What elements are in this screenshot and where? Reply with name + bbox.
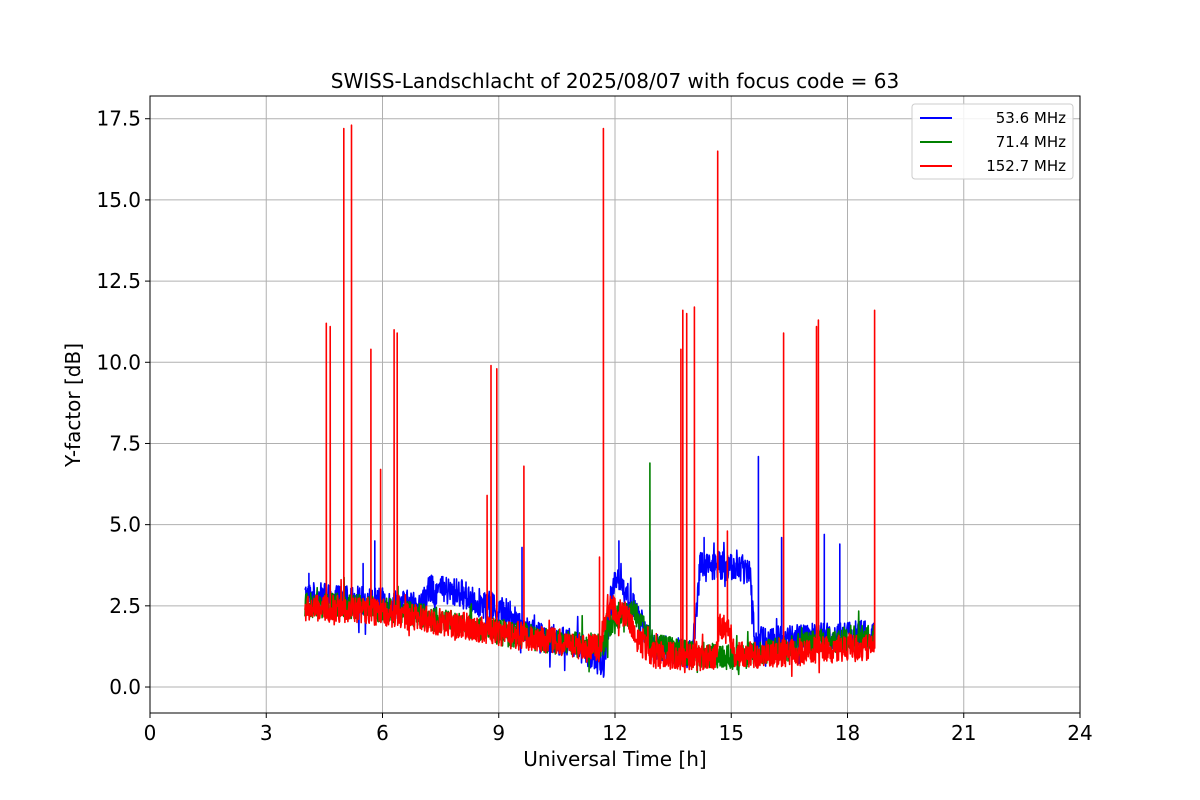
x-tick-label: 18 <box>835 721 860 745</box>
plot-series <box>304 124 876 678</box>
x-tick-label: 15 <box>719 721 744 745</box>
y-tick-label: 5.0 <box>109 513 141 537</box>
legend-label: 53.6 MHz <box>996 109 1066 127</box>
legend-label: 152.7 MHz <box>986 157 1066 175</box>
y-tick-label: 10.0 <box>96 350 141 374</box>
x-tick-label: 24 <box>1067 721 1092 745</box>
x-tick-label: 6 <box>376 721 389 745</box>
y-axis-label: Y-factor [dB] <box>61 343 85 468</box>
y-tick-label: 0.0 <box>109 675 141 699</box>
series-line <box>304 124 876 677</box>
x-axis-label: Universal Time [h] <box>523 747 706 771</box>
axis-ticks: 0 3 6 9 12 15 18 21 24 0.0 2.5 5.0 7.5 10.0 12.5 15.0 17… <box>96 107 1092 745</box>
legend-label: 71.4 MHz <box>996 133 1066 151</box>
y-tick-label: 17.5 <box>96 107 141 131</box>
y-tick-label: 15.0 <box>96 188 141 212</box>
x-tick-label: 12 <box>602 721 627 745</box>
y-tick-label: 7.5 <box>109 431 141 455</box>
y-tick-label: 12.5 <box>96 269 141 293</box>
x-tick-label: 3 <box>260 721 273 745</box>
legend-box <box>911 103 1074 180</box>
x-tick-label: 0 <box>144 721 157 745</box>
legend: 53.6 MHz 71.4 MHz 152.7 MHz <box>911 103 1074 180</box>
x-tick-label: 9 <box>492 721 505 745</box>
y-tick-label: 2.5 <box>109 594 141 618</box>
x-tick-label: 21 <box>951 721 976 745</box>
chart-title: SWISS-Landschlacht of 2025/08/07 with fo… <box>331 69 899 93</box>
